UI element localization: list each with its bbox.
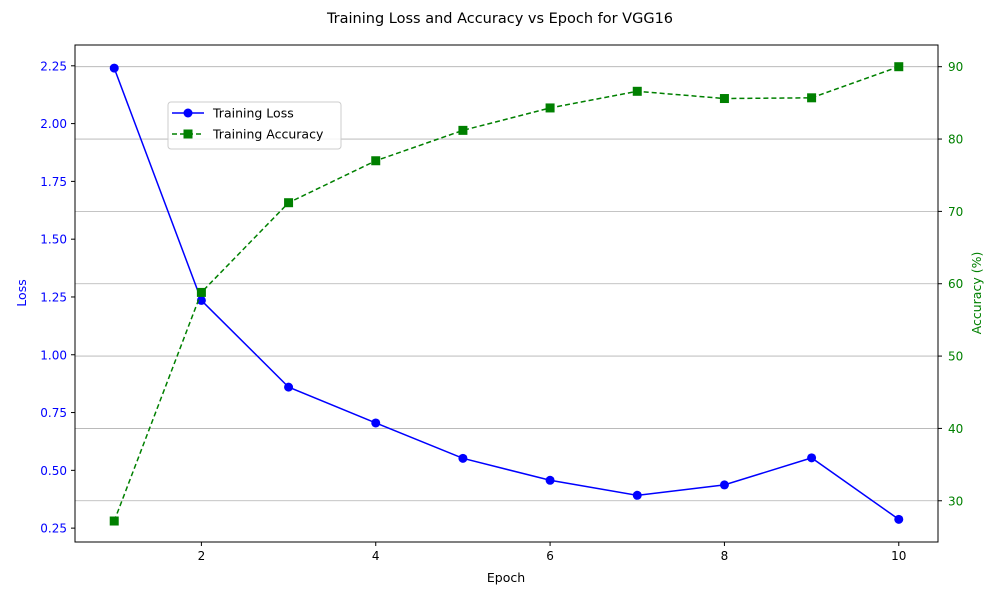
y-right-tick-label: 30: [948, 494, 963, 508]
accuracy-point: [284, 198, 294, 208]
y-left-tick-label: 1.00: [40, 348, 67, 362]
loss-point: [109, 63, 119, 73]
axis-layer: 2 4 6 8 10 0.25 0.50 0.75 1.00 1.25 1.50 1.75 2.00 2.…: [40, 59, 963, 563]
y-axis-right-label: Accuracy (%): [969, 252, 984, 335]
x-axis-label: Epoch: [487, 570, 525, 585]
legend: Training Loss Training Accuracy: [167, 101, 342, 150]
y-left-tick-label: 1.75: [40, 175, 67, 189]
accuracy-point: [894, 62, 904, 72]
legend-accuracy-marker: [183, 129, 193, 139]
legend-loss-marker: [183, 108, 193, 118]
loss-point: [545, 475, 555, 485]
x-tick-label: 8: [721, 549, 729, 563]
accuracy-point: [109, 516, 119, 526]
accuracy-point: [719, 94, 729, 104]
y-right-tick-label: 50: [948, 350, 963, 364]
x-tick-label: 4: [372, 549, 380, 563]
chart-title: Training Loss and Accuracy vs Epoch for …: [326, 11, 673, 27]
accuracy-point: [632, 86, 642, 96]
loss-point: [894, 514, 904, 524]
loss-point: [196, 295, 206, 305]
accuracy-point: [545, 103, 555, 113]
legend-box: [167, 101, 342, 150]
loss-point: [807, 453, 817, 463]
accuracy-point: [458, 125, 468, 135]
legend-loss-label: Training Loss: [212, 106, 294, 121]
plot-frame: [74, 44, 939, 543]
loss-point: [719, 480, 729, 490]
loss-point: [458, 453, 468, 463]
y-left-tick-label: 1.25: [40, 290, 67, 304]
loss-series-line: [113, 67, 900, 520]
series-layer: [109, 62, 904, 526]
accuracy-point: [371, 156, 381, 166]
accuracy-point: [807, 93, 817, 103]
loss-point: [371, 418, 381, 428]
y-right-tick-label: 70: [948, 205, 963, 219]
loss-point: [284, 382, 294, 392]
legend-accuracy-label: Training Accuracy: [212, 127, 324, 142]
x-tick-label: 10: [891, 549, 906, 563]
y-left-tick-label: 2.00: [40, 117, 67, 131]
y-right-tick-label: 60: [948, 277, 963, 291]
y-right-tick-label: 40: [948, 422, 963, 436]
y-left-tick-label: 1.50: [40, 233, 67, 247]
x-tick-label: 2: [198, 549, 206, 563]
accuracy-point: [196, 287, 206, 297]
loss-point: [632, 490, 642, 500]
x-tick-label: 6: [546, 549, 554, 563]
y-left-tick-label: 0.25: [40, 522, 67, 536]
y-left-tick-label: 0.75: [40, 406, 67, 420]
accuracy-series-line: [113, 65, 900, 522]
y-left-tick-label: 2.25: [40, 59, 67, 73]
y-left-tick-label: 0.50: [40, 464, 67, 478]
y-axis-left-label: Loss: [14, 279, 29, 306]
y-right-tick-label: 90: [948, 60, 963, 74]
y-right-tick-label: 80: [948, 133, 963, 147]
